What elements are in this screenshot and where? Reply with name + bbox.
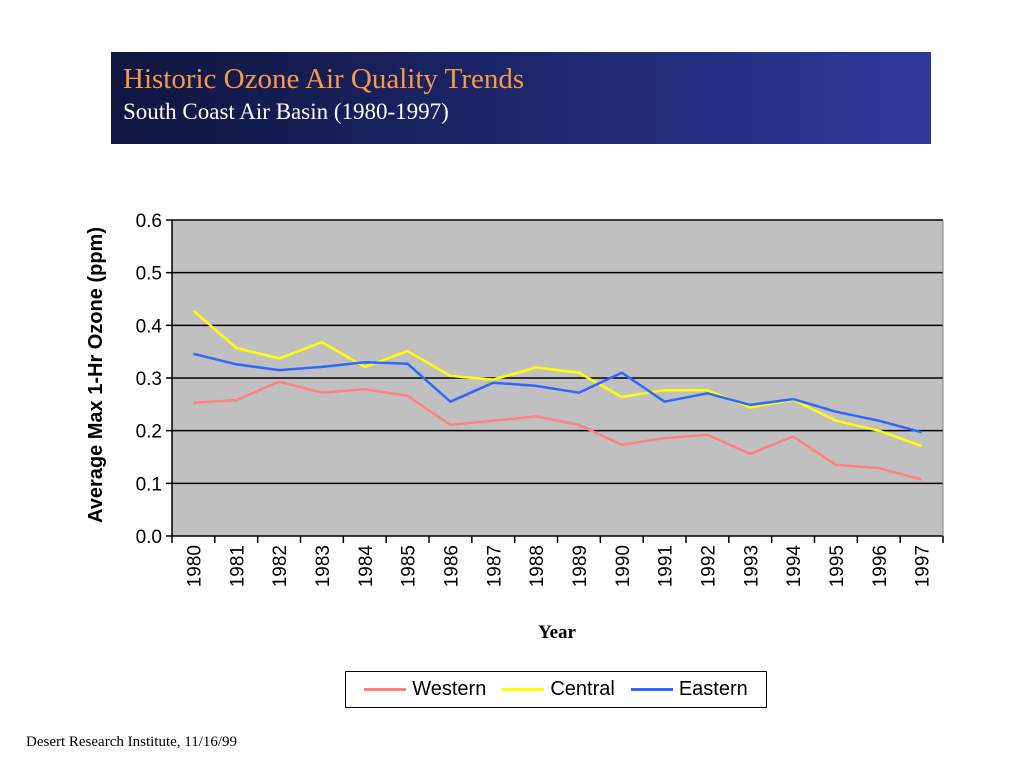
legend-label-central: Central [550,678,615,700]
x-tick-label: 1996 [870,545,891,587]
x-tick-label: 1990 [613,545,634,587]
x-tick-label: 1995 [827,545,848,587]
y-tick-label: 0.3 [136,369,162,390]
slide-subtitle: South Coast Air Basin (1980-1997) [123,99,449,124]
gridlines [172,219,943,485]
x-tick-label: 1992 [698,545,719,587]
y-tick-label: 0.2 [136,422,162,443]
x-tick-label: 1980 [184,545,205,587]
x-tick-label: 1983 [313,545,334,587]
series-line-eastern [193,352,922,434]
legend-label-western: Western [412,678,487,700]
legend-swatch-central [502,688,545,691]
title-banner: Historic Ozone Air Quality Trends South … [111,52,931,144]
legend-item-western: Western [364,678,486,701]
x-tick-label: 1987 [484,545,505,587]
y-tick-label: 0.6 [136,211,162,232]
x-tick-label: 1989 [570,545,591,587]
legend-swatch-western [364,688,407,691]
legend-item-eastern: Eastern [630,678,748,701]
x-tick-label: 1986 [441,545,462,587]
legend-swatch-eastern [630,688,673,691]
y-axis-label: Average Max 1-Hr Ozone (ppm) [85,227,107,523]
x-tick-label: 1988 [527,545,548,587]
y-tick-label: 0.5 [136,264,162,285]
x-tick-label: 1991 [656,545,677,587]
legend-label-eastern: Eastern [678,678,748,700]
slide-footer: Desert Research Institute, 11/16/99 [26,734,238,750]
y-tick-label: 0.1 [136,474,162,495]
chart-legend: Western Central Eastern [345,671,767,708]
series-lines [192,309,923,481]
x-tick-label: 1981 [227,545,248,587]
x-tick-label: 1984 [356,545,377,588]
axes: 0.0 0.1 0.2 0.3 0.4 0.5 0.6 1980 1981 1982 1983 198… [136,211,944,588]
legend-item-central: Central [502,678,615,701]
x-tick-label: 1985 [399,545,420,587]
series-line-western [193,380,922,481]
x-axis-label: Year [538,622,577,643]
x-tick-label: 1993 [741,545,762,587]
y-tick-label: 0.0 [136,527,162,548]
series-line-central [192,309,923,448]
x-tick-label: 1994 [784,545,805,588]
x-tick-label: 1997 [913,545,934,587]
x-tick-label: 1982 [270,545,291,587]
slide-title: Historic Ozone Air Quality Trends [123,63,525,95]
y-tick-label: 0.4 [136,316,163,337]
